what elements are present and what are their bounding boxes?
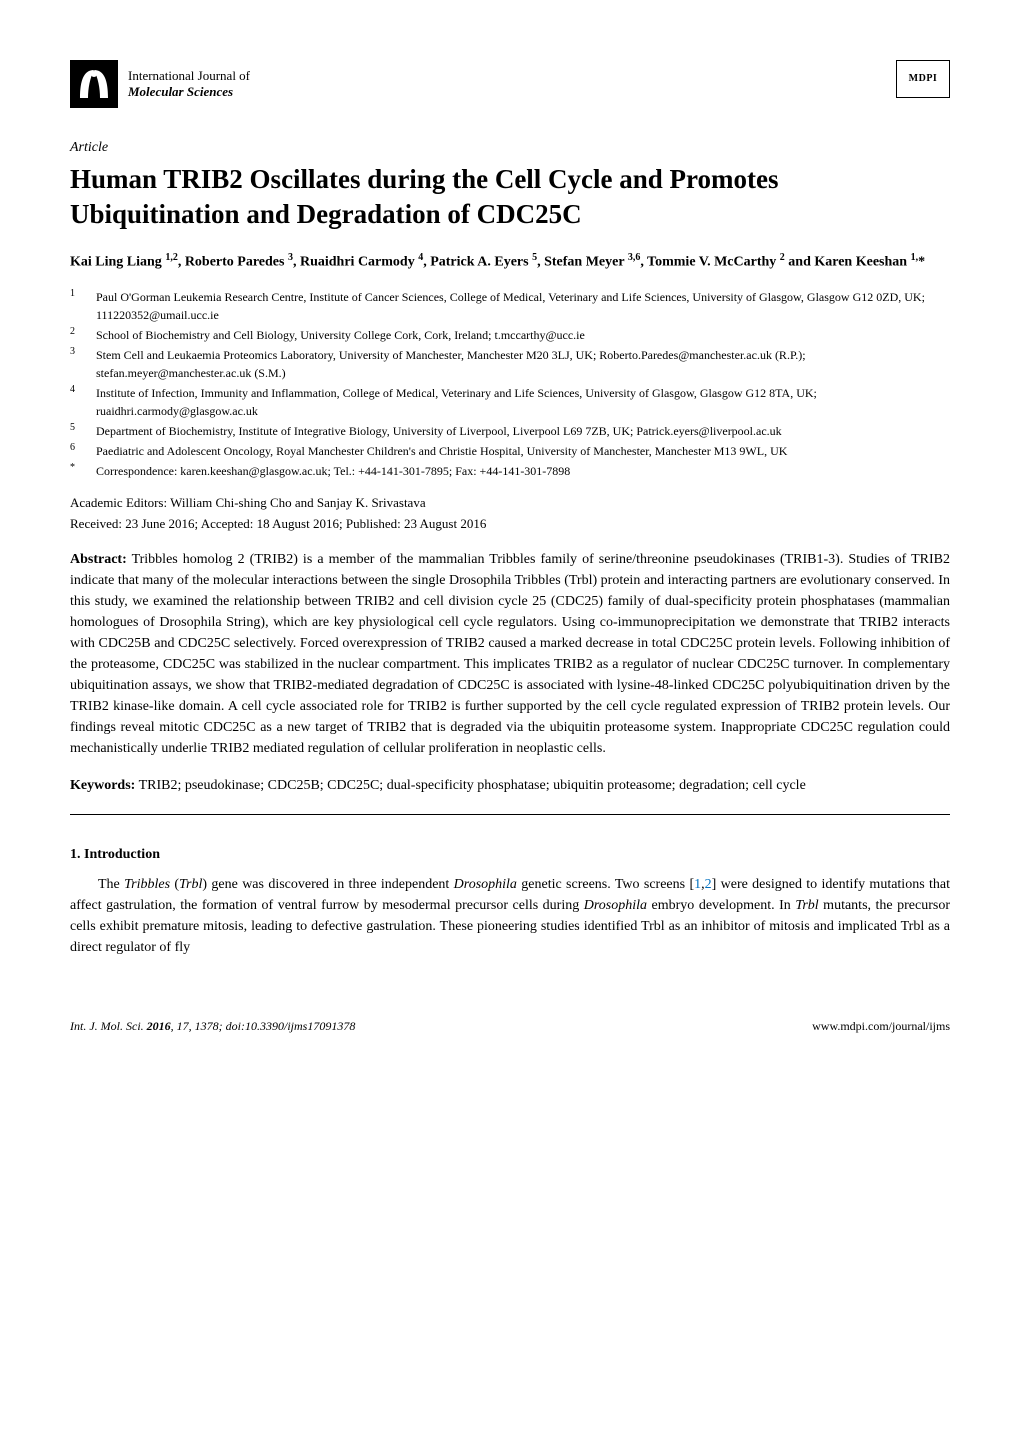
separator-line — [70, 814, 950, 815]
affiliation-marker: 4 — [70, 382, 84, 418]
abstract-label: Abstract: — [70, 552, 127, 567]
intro-paragraph: The Tribbles (Trbl) gene was discovered … — [70, 874, 950, 958]
affiliation-text: School of Biochemistry and Cell Biology,… — [96, 326, 950, 344]
footer-url: www.mdpi.com/journal/ijms — [812, 1018, 950, 1035]
section-heading: 1. Introduction — [70, 845, 950, 865]
affiliation-row: 2 School of Biochemistry and Cell Biology… — [70, 326, 950, 344]
article-title: Human TRIB2 Oscillates during the Cell C… — [70, 162, 950, 232]
affiliation-marker: 6 — [70, 440, 84, 458]
affiliation-row: 1 Paul O'Gorman Leukemia Research Centre,… — [70, 288, 950, 324]
affiliations-block: 1 Paul O'Gorman Leukemia Research Centre,… — [70, 288, 950, 480]
keywords-paragraph: Keywords: TRIB2; pseudokinase; CDC25B; C… — [70, 775, 950, 796]
abstract-text: Tribbles homolog 2 (TRIB2) is a member o… — [70, 552, 950, 756]
affiliation-marker: 5 — [70, 420, 84, 438]
authors-list: Kai Ling Liang 1,2, Roberto Paredes 3, R… — [70, 250, 950, 273]
affiliation-text: Stem Cell and Leukaemia Proteomics Labor… — [96, 346, 950, 382]
article-type: Article — [70, 138, 950, 158]
journal-name-line1: International Journal of — [128, 68, 250, 84]
footer-row: Int. J. Mol. Sci. 2016, 17, 1378; doi:10… — [70, 1018, 950, 1035]
journal-name: International Journal of Molecular Scien… — [128, 68, 250, 99]
affiliation-marker: 2 — [70, 324, 84, 342]
affiliation-row: * Correspondence: karen.keeshan@glasgow.a… — [70, 462, 950, 480]
keywords-text: TRIB2; pseudokinase; CDC25B; CDC25C; dua… — [135, 778, 805, 793]
abstract-paragraph: Abstract: Tribbles homolog 2 (TRIB2) is … — [70, 549, 950, 759]
journal-name-line2: Molecular Sciences — [128, 84, 250, 100]
affiliation-row: 5 Department of Biochemistry, Institute o… — [70, 422, 950, 440]
affiliation-text: Correspondence: karen.keeshan@glasgow.ac… — [96, 462, 950, 480]
journal-logo-icon — [70, 60, 118, 108]
affiliation-text: Institute of Infection, Immunity and Inf… — [96, 384, 950, 420]
article-dates: Received: 23 June 2016; Accepted: 18 Aug… — [70, 515, 950, 533]
affiliation-text: Paediatric and Adolescent Oncology, Roya… — [96, 442, 950, 460]
journal-block: International Journal of Molecular Scien… — [70, 60, 250, 108]
affiliation-marker: * — [70, 460, 84, 478]
publisher-logo: MDPI — [896, 60, 950, 98]
affiliation-text: Paul O'Gorman Leukemia Research Centre, … — [96, 288, 950, 324]
affiliation-row: 4 Institute of Infection, Immunity and In… — [70, 384, 950, 420]
header-row: International Journal of Molecular Scien… — [70, 60, 950, 108]
affiliation-row: 6 Paediatric and Adolescent Oncology, Roy… — [70, 442, 950, 460]
footer-citation: Int. J. Mol. Sci. 2016, 17, 1378; doi:10… — [70, 1018, 355, 1035]
keywords-label: Keywords: — [70, 778, 135, 793]
publisher-logo-text: MDPI — [909, 72, 938, 86]
affiliation-marker: 3 — [70, 344, 84, 380]
academic-editors: Academic Editors: William Chi-shing Cho … — [70, 494, 950, 512]
affiliation-row: 3 Stem Cell and Leukaemia Proteomics Labo… — [70, 346, 950, 382]
affiliation-text: Department of Biochemistry, Institute of… — [96, 422, 950, 440]
affiliation-marker: 1 — [70, 286, 84, 322]
